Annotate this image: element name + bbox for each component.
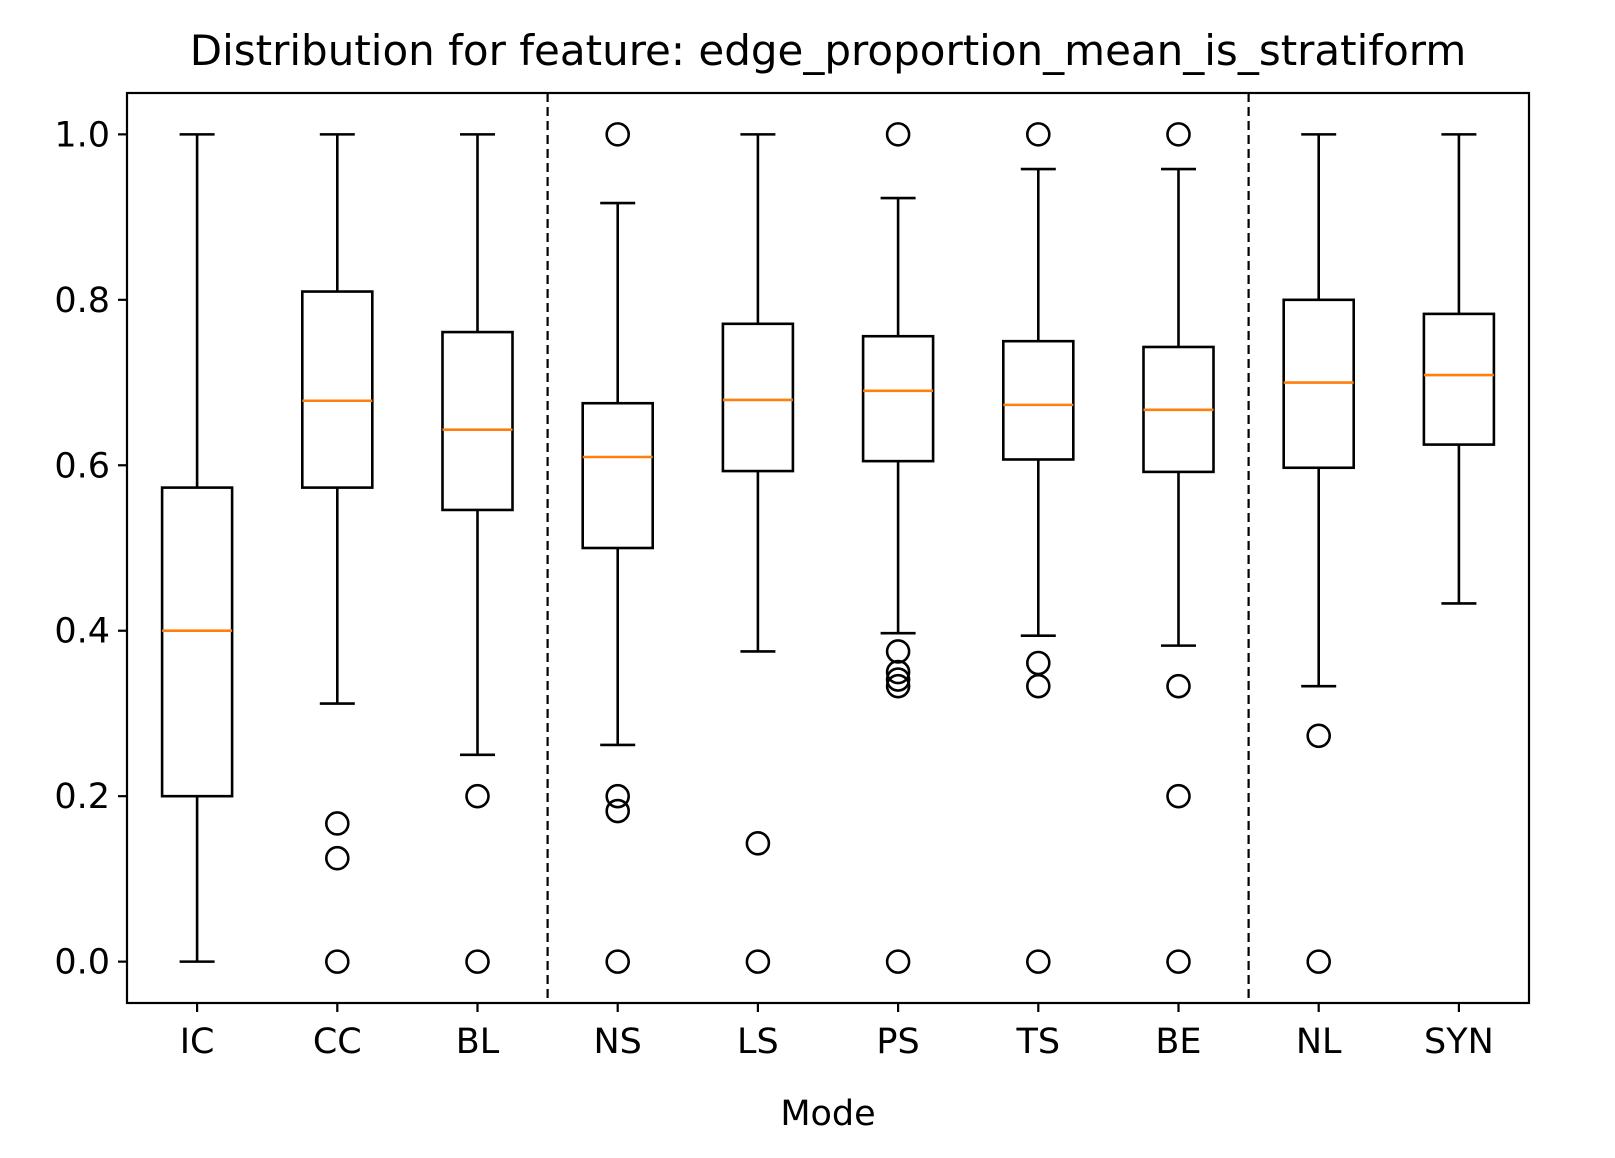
x-tick-label: LS <box>737 1022 779 1062</box>
iqr-box <box>1001 339 1075 461</box>
iqr-box <box>581 401 655 550</box>
box-cc <box>300 133 374 974</box>
outlier-point <box>324 811 350 836</box>
x-tick-label: SYN <box>1424 1022 1494 1062</box>
y-tick-label: 1.0 <box>54 115 110 155</box>
plot-frame <box>125 91 1531 1005</box>
outlier-point <box>885 673 911 699</box>
box-ns <box>581 122 655 974</box>
y-tick-label: 0.6 <box>54 446 110 486</box>
x-tick-label: IC <box>180 1022 215 1062</box>
box-ic <box>160 133 234 963</box>
outlier-point <box>1166 949 1191 974</box>
x-tick-label: BL <box>456 1022 500 1062</box>
x-tick-label: NL <box>1296 1022 1342 1062</box>
outlier-point <box>605 783 631 809</box>
outlier-point <box>1166 673 1191 699</box>
box-be <box>1142 122 1215 974</box>
box-syn <box>1422 133 1496 605</box>
x-tick-label: NS <box>593 1022 641 1062</box>
outlier-point <box>885 639 911 664</box>
outlier-point <box>1026 650 1051 676</box>
outlier-point <box>1166 783 1191 809</box>
outlier-point <box>1166 122 1191 147</box>
iqr-box <box>861 334 935 463</box>
outlier-point <box>324 845 350 871</box>
x-tick-label: PS <box>876 1022 919 1062</box>
box-bl <box>441 133 514 974</box>
box-ts <box>1001 122 1075 974</box>
y-axis: 0.0 0.2 0.4 0.6 0.8 1.0 <box>54 115 127 983</box>
outlier-point <box>605 949 631 974</box>
outlier-point <box>745 831 771 856</box>
outlier-point <box>465 949 490 974</box>
y-tick-label: 0.4 <box>54 612 110 652</box>
iqr-box <box>1422 312 1496 446</box>
plot-area <box>160 93 1496 1003</box>
outlier-point <box>885 122 911 147</box>
outlier-point <box>1306 949 1331 974</box>
iqr-box <box>441 330 514 512</box>
outlier-point <box>1026 673 1051 699</box>
x-tick-label: TS <box>1015 1022 1060 1062</box>
outlier-point <box>605 798 631 824</box>
x-tick-label: BE <box>1155 1022 1201 1062</box>
outlier-point <box>885 949 911 974</box>
x-axis: IC CC BL NS LS PS TS BE NL SYN <box>180 1003 1494 1062</box>
box-nl <box>1282 133 1355 974</box>
outlier-point <box>1306 723 1331 749</box>
outlier-point <box>605 122 631 147</box>
outlier-point <box>324 949 350 974</box>
box-ls <box>721 133 795 974</box>
outlier-point <box>1026 949 1051 974</box>
chart-title: Distribution for feature: edge_proportio… <box>190 26 1466 75</box>
outlier-point <box>1026 122 1051 147</box>
y-tick-label: 0.0 <box>54 943 110 983</box>
iqr-box <box>160 486 234 798</box>
outlier-point <box>745 949 771 974</box>
y-tick-label: 0.8 <box>54 281 110 321</box>
x-axis-label: Mode <box>780 1094 875 1134</box>
y-tick-label: 0.2 <box>54 777 110 817</box>
box-ps <box>861 122 935 974</box>
outlier-point <box>885 659 911 685</box>
outlier-point <box>465 783 490 809</box>
iqr-box <box>721 322 795 473</box>
outlier-point <box>885 667 911 692</box>
iqr-box <box>300 290 374 489</box>
x-tick-label: CC <box>313 1022 362 1062</box>
